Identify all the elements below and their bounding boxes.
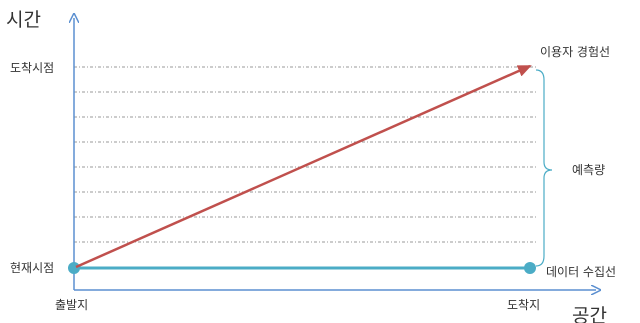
data-collection-label: 데이터 수집선 (546, 265, 616, 279)
x-axis-title: 공간 (572, 305, 607, 323)
user-experience-label: 이용자 경험선 (540, 45, 610, 59)
x-tick-origin: 출발지 (55, 298, 88, 312)
prediction-label: 예측량 (572, 163, 605, 177)
prediction-brace (535, 69, 553, 267)
y-tick-current-time: 현재시점 (10, 261, 54, 275)
x-tick-destination: 도착지 (507, 298, 540, 312)
y-tick-arrival-time: 도착시점 (10, 61, 54, 75)
grid-lines (74, 66, 538, 243)
end-point-marker (524, 262, 536, 274)
y-axis-title: 시간 (6, 9, 41, 31)
start-point-marker (68, 262, 80, 274)
user-experience-line (75, 64, 532, 269)
